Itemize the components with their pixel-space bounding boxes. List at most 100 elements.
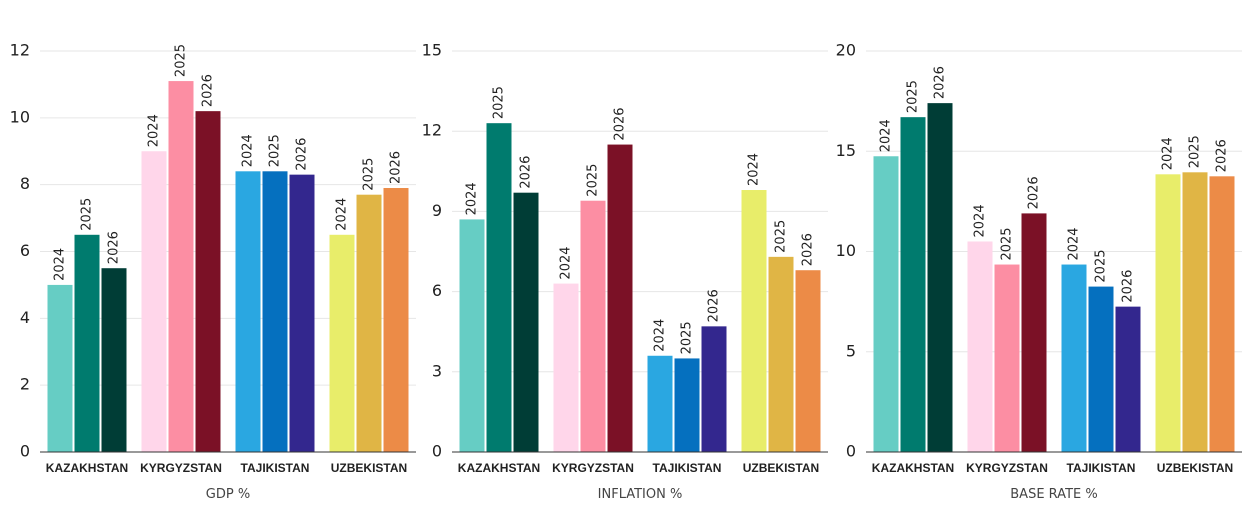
bar-label: 2024: [465, 182, 480, 215]
bar-label: 2026: [1215, 139, 1230, 172]
bar-label: 2024: [147, 114, 162, 147]
bar: [101, 268, 127, 452]
bar-label: 2025: [906, 80, 921, 113]
bar: [486, 123, 512, 453]
bar: [1061, 264, 1087, 452]
bar-label: 2026: [389, 151, 404, 184]
bar-label: 2024: [973, 204, 988, 237]
x-tick-label: UZBEKISTAN: [1157, 461, 1233, 475]
bar: [289, 174, 315, 452]
bar-label: 2026: [107, 231, 122, 264]
bar: [141, 151, 167, 452]
bar-label: 2025: [268, 134, 283, 167]
bar: [262, 171, 288, 453]
bar: [580, 200, 606, 452]
bar-label: 2026: [519, 156, 534, 189]
bar: [513, 192, 539, 453]
bar: [1021, 213, 1047, 452]
y-tick-label: 0: [432, 442, 442, 461]
x-tick-label: UZBEKISTAN: [743, 461, 819, 475]
bar: [701, 326, 727, 452]
bar: [994, 264, 1020, 452]
bar: [1182, 172, 1208, 453]
bar: [47, 284, 73, 452]
bar-label: 2026: [1121, 270, 1136, 303]
bar: [459, 219, 485, 452]
bar-label: 2025: [1094, 249, 1109, 282]
y-tick-label: 12: [422, 121, 442, 140]
x-tick-label: KYRGYZSTAN: [552, 461, 634, 475]
bar-label: 2026: [295, 138, 310, 171]
bar: [1088, 286, 1114, 452]
x-tick-label: TAJIKISTAN: [653, 461, 722, 475]
bar: [927, 103, 953, 452]
bar-label: 2024: [747, 153, 762, 186]
bar: [607, 144, 633, 453]
bar-label: 2025: [174, 44, 189, 77]
y-tick-label: 5: [846, 341, 856, 360]
x-tick-label: KYRGYZSTAN: [966, 461, 1048, 475]
bar-label: 2025: [1000, 227, 1015, 260]
bar-label: 2024: [559, 246, 574, 279]
y-tick-label: 6: [20, 241, 30, 260]
bar: [873, 156, 899, 452]
x-tick-label: KYRGYZSTAN: [140, 461, 222, 475]
bar-label: 2024: [241, 134, 256, 167]
bar-label: 2026: [201, 74, 216, 107]
y-tick-label: 6: [432, 281, 442, 300]
y-tick-label: 4: [20, 308, 30, 327]
x-tick-label: UZBEKISTAN: [331, 461, 407, 475]
bar-label: 2024: [53, 248, 68, 281]
bar-label: 2026: [613, 107, 628, 140]
bar: [1155, 174, 1181, 452]
bar-label: 2026: [801, 233, 816, 266]
y-tick-label: 10: [836, 241, 856, 260]
bar: [1209, 176, 1235, 452]
x-tick-label: KAZAKHSTAN: [458, 461, 540, 475]
bar: [795, 270, 821, 452]
bar-label: 2024: [335, 198, 350, 231]
bar: [741, 190, 767, 452]
bar: [900, 117, 926, 452]
bar-label: 2026: [933, 66, 948, 99]
bar-label: 2025: [774, 220, 789, 253]
bar: [674, 358, 700, 452]
x-axis-label: BASE RATE %: [1010, 487, 1097, 502]
bar-label: 2026: [1027, 176, 1042, 209]
y-tick-label: 9: [432, 201, 442, 220]
bar-label: 2024: [1161, 137, 1176, 170]
bar-label: 2025: [586, 164, 601, 197]
x-tick-label: TAJIKISTAN: [1067, 461, 1136, 475]
bar-label: 2024: [879, 119, 894, 152]
bar-label: 2025: [80, 198, 95, 231]
bar: [74, 234, 100, 452]
y-tick-label: 3: [432, 361, 442, 380]
y-tick-label: 15: [836, 141, 856, 160]
bar-label: 2025: [680, 321, 695, 354]
x-tick-label: TAJIKISTAN: [241, 461, 310, 475]
bar: [967, 241, 993, 452]
bar-label: 2026: [707, 289, 722, 322]
bar-label: 2024: [653, 319, 668, 352]
y-tick-label: 2: [20, 375, 30, 394]
bar-label: 2024: [1067, 227, 1082, 260]
bar: [329, 234, 355, 452]
bar-label: 2025: [362, 158, 377, 191]
bar: [1115, 306, 1141, 452]
y-tick-label: 10: [10, 107, 30, 126]
x-axis-label: GDP %: [206, 487, 250, 502]
y-tick-label: 12: [10, 41, 30, 60]
y-tick-label: 0: [20, 442, 30, 461]
bar: [168, 81, 194, 452]
y-tick-label: 8: [20, 174, 30, 193]
bar: [647, 355, 673, 452]
y-tick-label: 15: [422, 41, 442, 60]
bar: [383, 188, 409, 452]
bar: [553, 283, 579, 452]
y-tick-label: 20: [836, 41, 856, 60]
bar: [195, 111, 221, 453]
bar: [235, 171, 261, 453]
x-tick-label: KAZAKHSTAN: [872, 461, 954, 475]
bar-label: 2025: [492, 86, 507, 119]
